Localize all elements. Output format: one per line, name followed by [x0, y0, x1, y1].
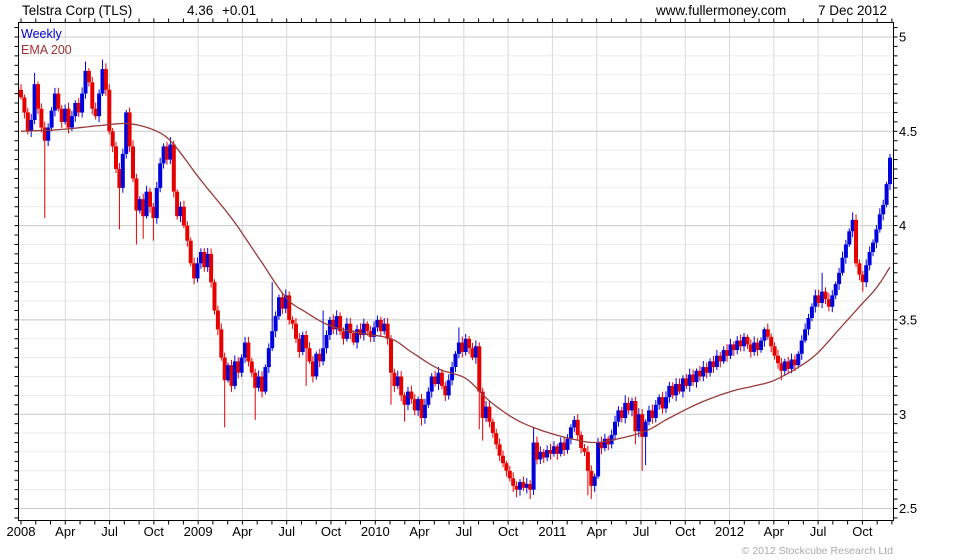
svg-text:Apr: Apr: [587, 524, 608, 539]
svg-text:2008: 2008: [7, 524, 36, 539]
svg-text:Jul: Jul: [633, 524, 650, 539]
source-url: www.fullermoney.com: [656, 3, 787, 18]
ema-line: [20, 122, 891, 444]
gridlines: [18, 22, 894, 521]
svg-text:2.5: 2.5: [899, 501, 917, 516]
svg-text:5: 5: [899, 30, 906, 45]
svg-text:4.5: 4.5: [899, 124, 917, 139]
svg-text:Oct: Oct: [144, 524, 165, 539]
svg-text:Jul: Jul: [101, 524, 118, 539]
legend-series-label: Weekly: [21, 27, 62, 41]
last-price: 4.36: [187, 3, 214, 18]
svg-text:2010: 2010: [361, 524, 390, 539]
svg-text:Oct: Oct: [675, 524, 696, 539]
svg-text:Oct: Oct: [498, 524, 519, 539]
svg-text:Oct: Oct: [321, 524, 342, 539]
svg-text:Jul: Jul: [278, 524, 295, 539]
copyright-notice: © 2012 Stockcube Research Ltd: [741, 545, 893, 557]
svg-text:Apr: Apr: [55, 524, 76, 539]
svg-text:Apr: Apr: [764, 524, 785, 539]
chart-date: 7 Dec 2012: [818, 3, 888, 18]
svg-text:Apr: Apr: [409, 524, 430, 539]
instrument-name: Telstra Corp (TLS): [22, 3, 133, 18]
axes: [14, 18, 898, 525]
axis-labels: 5 4.5 4 3.5 3 2.5 2008 Apr Jul Oct 2009 Apr Jul Oct 20…: [7, 30, 918, 539]
svg-text:3: 3: [899, 407, 906, 422]
svg-text:3.5: 3.5: [899, 312, 917, 327]
svg-text:Jul: Jul: [455, 524, 472, 539]
svg-text:4: 4: [899, 218, 906, 233]
price-change: +0.01: [222, 3, 257, 18]
svg-text:Apr: Apr: [232, 524, 253, 539]
svg-text:Oct: Oct: [852, 524, 873, 539]
legend-ema-label: EMA 200: [21, 43, 72, 57]
svg-text:Jul: Jul: [810, 524, 827, 539]
svg-text:2012: 2012: [715, 524, 744, 539]
svg-text:2011: 2011: [538, 524, 566, 539]
plot-border: [18, 22, 894, 521]
svg-text:2009: 2009: [184, 524, 213, 539]
